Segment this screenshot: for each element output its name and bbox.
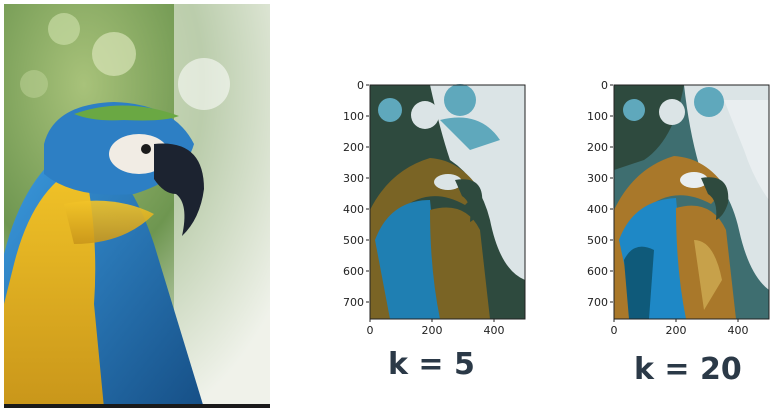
y-tick: 300: [587, 172, 608, 185]
x-tick: 200: [666, 324, 687, 337]
y-tick: 300: [343, 172, 364, 185]
x-tick: 400: [728, 324, 749, 337]
y-tick: 400: [343, 203, 364, 216]
y-tick: 700: [343, 296, 364, 309]
y-tick: 600: [587, 265, 608, 278]
x-tick: 400: [484, 324, 505, 337]
x-tick: 0: [611, 324, 618, 337]
k20-panel: 0 100 200 300 400 500 600 700 0 200 400: [574, 80, 774, 387]
x-tick: 200: [422, 324, 443, 337]
y-tick: 600: [343, 265, 364, 278]
y-tick: 0: [357, 80, 364, 92]
y-tick: 700: [587, 296, 608, 309]
k5-quantized-image: [369, 84, 526, 320]
k5-label: k = 5: [388, 347, 475, 382]
k5-panel: 0 100 200 300 400 500 600 700 0 200 400: [330, 80, 530, 382]
y-tick: 200: [587, 141, 608, 154]
macaw-photo: [4, 4, 270, 408]
y-tick: 500: [587, 234, 608, 247]
y-tick: 500: [343, 234, 364, 247]
k20-quantized-image: [613, 84, 770, 320]
y-tick: 100: [343, 110, 364, 123]
y-tick: 0: [601, 80, 608, 92]
y-tick: 400: [587, 203, 608, 216]
y-tick: 100: [587, 110, 608, 123]
k20-label: k = 20: [634, 352, 742, 387]
x-tick: 0: [367, 324, 374, 337]
y-tick: 200: [343, 141, 364, 154]
